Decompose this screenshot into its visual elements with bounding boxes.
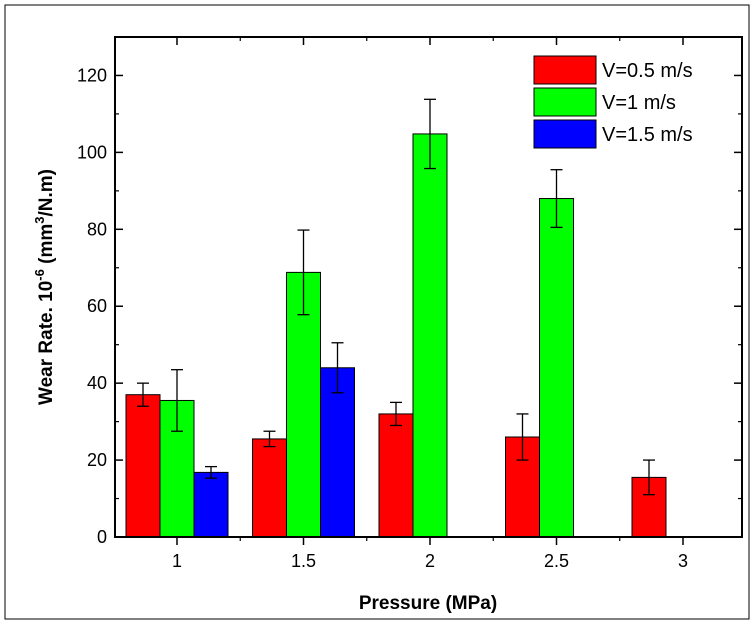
x-tick-label: 1.5 (291, 551, 316, 571)
y-axis-title: Wear Rate. 10-6 (mm3/N.m) (32, 169, 57, 405)
y-axis-title-unit-close: /N.m) (36, 169, 57, 217)
bar (539, 198, 574, 538)
error-bars-layer (137, 98, 655, 496)
legend: V=0.5 m/s V=1 m/s V=1.5 m/s (533, 55, 693, 149)
y-tick-label: 0 (97, 527, 107, 547)
legend-swatch (533, 87, 597, 117)
y-axis-title-unit-exponent: 3 (32, 217, 47, 224)
legend-label: V=0.5 m/s (602, 60, 693, 82)
x-tick-label: 3 (678, 551, 688, 571)
y-axis-title-prefix: Wear Rate. 10 (36, 281, 57, 405)
bar (193, 471, 229, 538)
plot-area-frame (114, 36, 743, 538)
y-tick-label: 120 (77, 65, 107, 85)
x-axis-title: Pressure (MPa) (359, 593, 497, 614)
bar (125, 394, 161, 538)
y-axis-title-exponent: -6 (32, 269, 47, 281)
axis-ticks-layer: 0 20 40 60 80 100 120 1 1.5 2 2.5 3 (77, 37, 742, 571)
x-tick-label: 2.5 (544, 551, 569, 571)
bar (378, 413, 414, 538)
y-tick-label: 20 (87, 450, 107, 470)
legend-swatch (533, 119, 597, 149)
legend-label: V=1 m/s (602, 92, 676, 114)
x-tick-label: 1 (172, 551, 182, 571)
x-tick-label: 2 (425, 551, 435, 571)
y-axis-title-unit-open: (mm (36, 224, 57, 269)
y-tick-label: 60 (87, 296, 107, 316)
y-tick-label: 40 (87, 373, 107, 393)
bar (252, 438, 287, 538)
legend-swatch (533, 55, 597, 85)
bar (412, 133, 448, 538)
y-tick-label: 100 (77, 142, 107, 162)
legend-label: V=1.5 m/s (602, 124, 693, 146)
y-tick-label: 80 (87, 219, 107, 239)
bar (286, 271, 321, 538)
